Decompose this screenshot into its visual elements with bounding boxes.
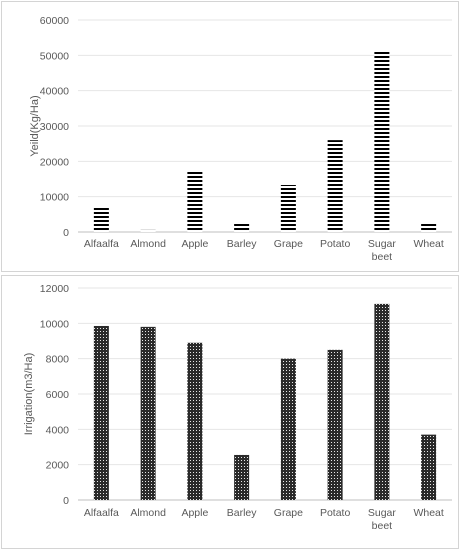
x-tick-label: Alfaalfa [84,507,119,519]
bar [93,325,109,500]
y-tick-label: 0 [63,495,69,507]
x-tick-label: Potato [320,238,351,250]
bar [374,51,390,232]
bar [374,303,390,500]
x-tick-label: Barley [227,238,258,250]
y-tick-label: 30000 [40,121,69,133]
y-tick-label: 20000 [40,156,69,168]
y-axis-title: Yeild(Kg/Ha) [29,95,41,156]
bar [187,342,203,500]
x-tick-label: Alfaalfa [84,238,119,250]
bar [140,229,156,232]
bar [327,140,343,232]
y-tick-label: 50000 [40,50,69,62]
y-axis-title: Irrigation(m3/Ha) [23,353,35,436]
y-tick-label: 6000 [46,389,70,401]
bar [234,454,250,500]
y-tick-label: 10000 [40,192,69,204]
bar [140,326,156,500]
x-tick-label: beet [372,251,393,263]
y-tick-label: 4000 [46,424,70,436]
y-tick-label: 2000 [46,460,70,472]
x-tick-label: Sugar [368,507,397,519]
x-tick-label: Almond [130,238,166,250]
bar [280,185,296,232]
x-tick-label: Apple [181,238,208,250]
x-tick-label: Sugar [368,238,397,250]
y-tick-label: 8000 [46,354,70,366]
x-tick-label: Wheat [413,507,443,519]
bar [234,222,250,232]
y-tick-label: 40000 [40,86,69,98]
y-tick-label: 60000 [40,15,69,27]
bar [327,349,343,500]
bar [187,170,203,232]
bar [93,207,109,232]
x-tick-label: Apple [181,507,208,519]
y-tick-label: 12000 [40,283,69,295]
x-tick-label: Grape [274,238,303,250]
yield-chart: 0 10000 20000 30000 40000 50000 60000 Yeild(Kg/… [29,15,452,263]
y-tick-label: 0 [63,227,69,239]
x-tick-label: Barley [227,507,258,519]
bar [280,358,296,500]
bar [421,434,437,500]
bar [421,222,437,232]
x-tick-label: Potato [320,507,351,519]
x-tick-label: Grape [274,507,303,519]
x-tick-label: Almond [130,507,166,519]
y-tick-label: 10000 [40,318,69,330]
irrigation-chart: 0 2000 4000 6000 8000 10000 12000 Irrigation(m3… [23,283,452,532]
x-tick-label: beet [372,520,393,532]
x-tick-label: Wheat [413,238,443,250]
top-panel-frame [1,1,459,272]
